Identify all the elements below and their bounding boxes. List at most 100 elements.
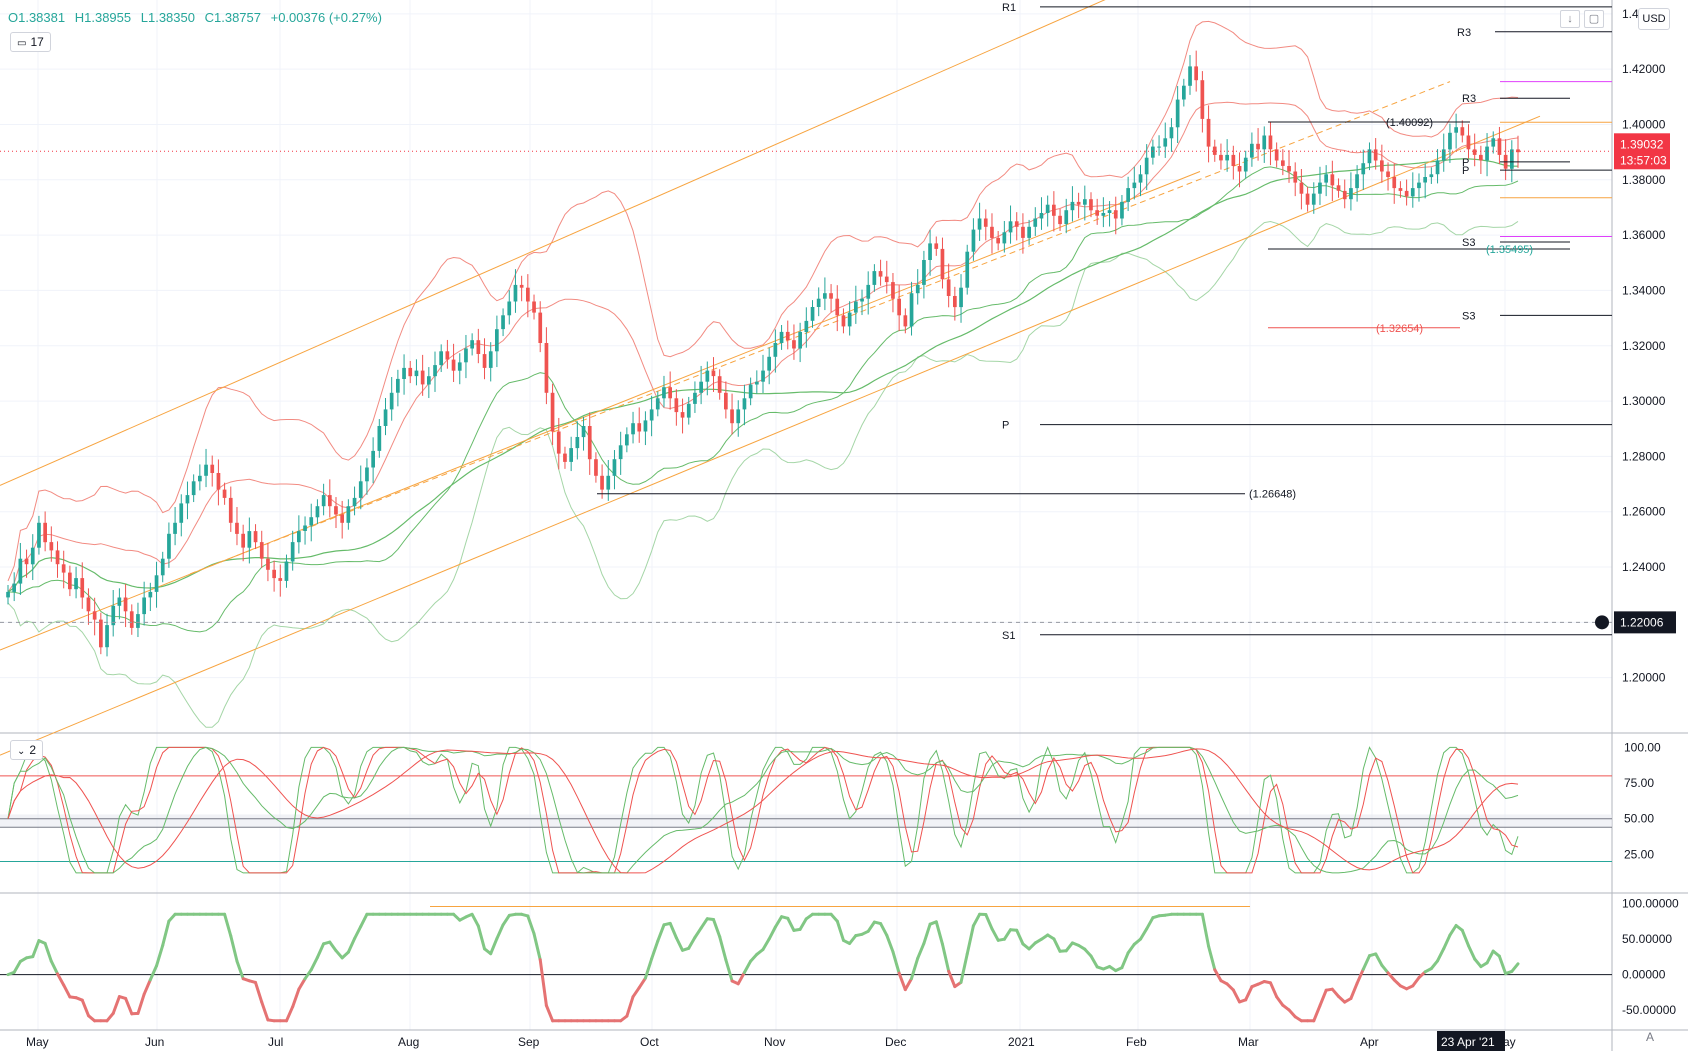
currency-button[interactable]: USD [1638,8,1670,30]
candle-body-191 [1188,66,1192,86]
cci-segment-244 [1510,962,1520,973]
candle-body-229 [1423,177,1427,183]
candle-body-151 [940,248,945,280]
cci-segment-41 [254,980,264,1004]
x-tick-5: Oct [640,1035,659,1049]
candle-body-120 [748,384,753,399]
candle-body-177 [1101,213,1106,216]
cci-segment-37 [229,934,239,963]
cci-segment-218 [1349,981,1359,1000]
candle-body-163 [1014,221,1019,227]
candle-body-128 [798,331,802,349]
candle-body-159 [990,226,994,238]
candle-body-31 [198,475,202,482]
candle-body-62 [389,392,394,410]
candle-body-204 [1268,135,1273,150]
cci-segment-111 [687,936,697,950]
candle-body-111 [693,392,697,404]
candle-body-105 [655,398,660,410]
stoch-slow-d-line [7,748,1519,874]
candle-body-209 [1299,182,1304,194]
maximize-icon[interactable]: ▢ [1584,10,1604,28]
auto-scale-button[interactable]: A [1646,1030,1655,1044]
candle-body-65 [408,367,413,377]
candle-body-70 [439,351,443,366]
cci-segment-222 [1374,952,1384,967]
candle-body-104 [649,409,654,421]
candle-body-32 [204,464,208,476]
candle-body-165 [1027,226,1031,238]
cci-segment-42 [260,1000,270,1022]
price-tick-12: 1.20000 [1622,671,1666,685]
cci-segment-102 [631,986,641,999]
price-tick-7: 1.30000 [1622,394,1666,408]
price-tick-3: 1.38000 [1622,173,1666,187]
candle-body-37 [235,522,239,534]
pane-tag-label: 17 [30,35,44,49]
candle-body-55 [346,506,351,523]
candle-body-234 [1454,127,1458,133]
candle-body-67 [420,370,425,385]
candle-body-173 [1076,201,1081,205]
candle-body-156 [971,229,976,252]
cci-segment-50 [309,956,319,972]
candle-body-164 [1021,226,1025,238]
download-icon[interactable]: ↓ [1560,10,1580,28]
x-tick-9: Feb [1126,1035,1147,1049]
candle-body-33 [210,464,215,473]
cci-segment-119 [736,971,746,986]
candle-body-21 [136,614,140,628]
cci-segment-146 [903,977,913,992]
candle-body-46 [290,542,295,562]
cci-segment-77 [476,924,486,951]
candle-body-133 [829,293,833,299]
candle-body-205 [1274,149,1279,161]
candle-body-183 [1138,174,1143,183]
candle-body-101 [631,423,635,435]
cci-segment-175 [1083,947,1093,958]
candle-body-215 [1336,185,1341,191]
candle-body-129 [804,320,809,332]
candle-body-94 [587,426,592,460]
cci-segment-120 [742,959,753,974]
cci-segment-58 [359,912,369,929]
pivot-label-5: S3 [1462,237,1475,249]
candle-body-203 [1262,135,1267,150]
candle-body-7 [49,542,54,551]
candle-body-115 [717,376,722,393]
candle-body-180 [1120,201,1124,219]
pivot-label-3: P [1462,157,1469,169]
candle-body-83 [519,284,524,288]
candle-body-206 [1281,160,1285,166]
candle-body-210 [1305,193,1310,205]
candle-body-214 [1330,174,1335,186]
candle-body-195 [1212,146,1217,155]
candle-body-78 [488,351,493,368]
cci-segment-159 [984,913,994,931]
candle-body-240 [1491,138,1496,147]
last-price-tag [1614,133,1670,170]
x-tick-11: Apr [1360,1035,1379,1049]
cci-tick-2: 0.00000 [1622,968,1666,982]
candle-body-38 [241,533,245,548]
candle-body-190 [1182,85,1186,100]
main-pane-indicator-toggle[interactable]: ▭ 17 [10,32,51,52]
candle-body-17 [111,605,116,626]
candle-body-171 [1064,210,1069,224]
candle-body-241 [1497,138,1502,155]
ohlc-high: H1.38955 [74,10,132,25]
candle-body-19 [123,597,128,612]
cci-segment-113 [699,917,709,930]
cci-segment-208 [1287,1008,1297,1019]
cci-segment-134 [829,912,839,923]
candle-body-169 [1052,204,1056,216]
cci-segment-125 [773,915,784,929]
candle-body-122 [761,370,765,382]
x-tick-2: Jul [268,1035,283,1049]
stoch-pane-toggle[interactable]: ⌄ 2 [10,740,44,760]
cci-segment-145 [897,971,907,992]
x-tick-6: Nov [764,1035,785,1049]
candle-body-80 [501,315,505,330]
candle-body-139 [866,284,871,299]
